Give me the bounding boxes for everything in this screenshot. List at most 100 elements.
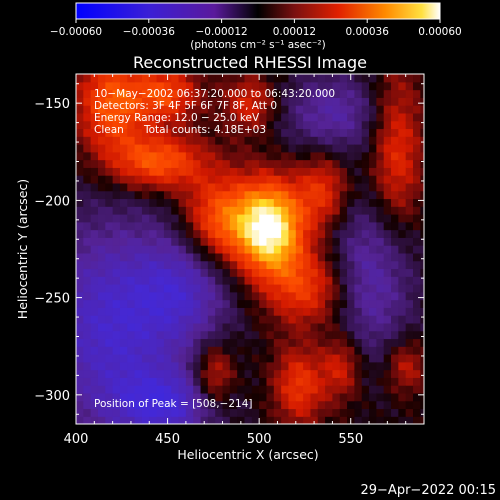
heatmap-cell [295,315,304,324]
heatmap-cell [405,315,414,324]
heatmap-cell [156,214,165,223]
heatmap-cell [200,214,209,223]
heatmap-cell [178,416,187,424]
heatmap-cell [288,151,297,161]
heatmap-cell [405,229,414,238]
heatmap-cell [163,315,172,324]
heatmap-cell [369,330,377,340]
heatmap-cell [193,237,202,246]
heatmap-cell [149,89,158,98]
heatmap-cell [156,221,165,231]
heatmap-cell [112,151,121,161]
heatmap-cell [383,284,392,293]
heatmap-cell [163,245,172,254]
heatmap-cell [347,159,355,168]
heatmap-cell [105,151,114,161]
heatmap-cell [288,377,297,386]
heatmap-cell [325,229,334,238]
heatmap-cell [361,97,370,106]
heatmap-cell [398,112,407,122]
heatmap-cell [141,369,150,378]
heatmap-cell [361,299,370,308]
heatmap-cell [310,237,319,246]
heatmap-cell [229,268,238,277]
heatmap-cell [405,330,414,340]
heatmap-cell [76,361,84,371]
heatmap-cell [413,229,421,238]
heatmap-cell [149,299,158,308]
heatmap-cell [251,416,260,424]
heatmap-cell [229,322,238,332]
heatmap-cell [171,206,180,215]
heatmap-cell [141,128,150,137]
heatmap-cell [398,159,407,168]
heatmap-cell [339,128,348,137]
heatmap-cell [119,237,128,246]
heatmap-cell [141,315,150,324]
heatmap-cell [339,361,348,371]
heatmap-cell [273,268,282,277]
heatmap-cell [97,89,106,98]
heatmap-cell [207,89,216,98]
heatmap-cell [281,214,290,223]
heatmap-cell [383,151,392,161]
heatmap-cell [171,252,180,262]
heatmap-cell [90,105,99,114]
heatmap-cell [288,299,297,308]
heatmap-cell [420,120,424,130]
heatmap-cell [332,346,341,355]
heatmap-cell [259,221,268,231]
heatmap-cell [134,330,143,340]
time-range-annotation: 10−May−2002 06:37:20.000 to 06:43:20.000 [94,88,335,100]
heatmap-cell [391,252,399,262]
heatmap-cell [222,221,231,231]
heatmap-cell [222,190,231,200]
heatmap-cell [163,175,172,184]
heatmap-cell [405,237,414,246]
heatmap-cell [229,74,238,83]
heatmap-cell [222,136,231,145]
heatmap-cell [134,299,143,308]
heatmap-cell [185,299,194,308]
heatmap-cell [134,221,143,231]
heatmap-cell [222,385,231,394]
heatmap-cell [383,354,392,363]
heatmap-cell [83,268,92,277]
heatmap-cell [317,260,326,270]
heatmap-cell [105,105,114,114]
heatmap-cell [273,175,282,184]
heatmap-cell [259,416,268,424]
heatmap-cell [303,128,312,137]
heatmap-cell [303,361,312,371]
heatmap-cell [383,229,392,238]
heatmap-cell [391,299,399,308]
heatmap-cell [105,416,114,424]
heatmap-cell [398,346,407,355]
heatmap-cell [259,159,268,168]
heatmap-cell [347,144,355,153]
heatmap-cell [178,89,187,98]
heatmap-cell [156,182,165,192]
heatmap-cell [215,252,224,262]
heatmap-cell [383,408,392,417]
heatmap-cell [193,167,202,176]
heatmap-cell [339,198,348,207]
heatmap-cell [244,167,253,176]
heatmap-cell [288,97,297,106]
heatmap-cell [244,307,253,316]
heatmap-cell [295,182,304,192]
heatmap-cell [163,284,172,293]
heatmap-cell [420,322,424,332]
heatmap-cell [413,167,421,176]
heatmap-cell [244,175,253,184]
heatmap-cell [90,182,99,192]
heatmap-cell [347,198,355,207]
heatmap-cell [347,237,355,246]
heatmap-cell [413,392,421,402]
heatmap-cell [193,315,202,324]
heatmap-cell [83,315,92,324]
heatmap-cell [237,89,246,98]
heatmap-cell [127,385,136,394]
heatmap-cell [266,81,275,91]
heatmap-cell [325,299,334,308]
